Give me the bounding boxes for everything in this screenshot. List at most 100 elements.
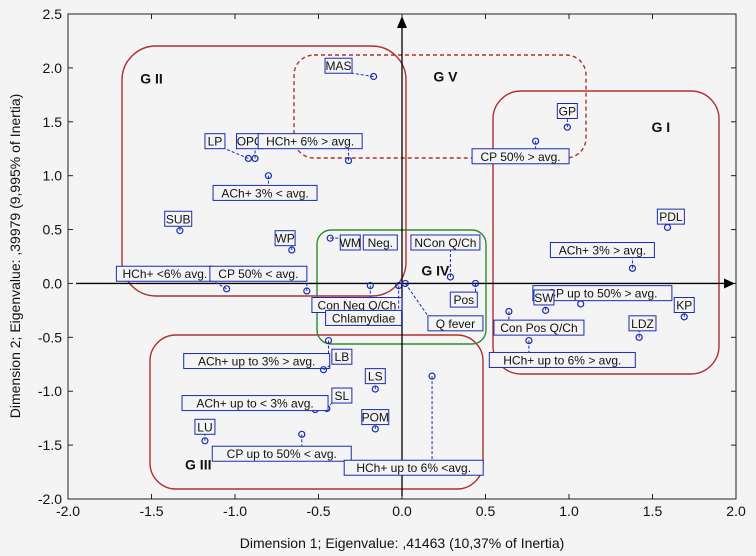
point-label-cp-50-avg: CP 50% > avg. (480, 150, 560, 164)
leader-lb (323, 363, 333, 371)
leader-lp (224, 148, 249, 159)
label-box-cp-up-to-50-avg (532, 285, 673, 302)
label-box-chlamydiae (325, 309, 403, 326)
label-box-lb (331, 348, 353, 365)
point-lu (201, 437, 209, 445)
point-kp (680, 313, 688, 321)
point-lp (244, 154, 252, 163)
point-wm (326, 234, 334, 242)
group-outline-g-iii (149, 334, 484, 490)
point-label-sw: SW (534, 291, 554, 305)
point-label-cp-up-to-50-avg: CP up to 50% < avg. (227, 447, 337, 461)
point-hch-6-avg (344, 156, 353, 165)
x-tick-label: -1.5 (139, 503, 163, 519)
point-label-hch-up-to-6-avg: HCh+ up to 6% <avg. (356, 461, 471, 475)
x-tick-label: -1.0 (223, 503, 247, 519)
point-ls (371, 385, 379, 393)
point-label-sl: SL (335, 389, 350, 403)
point-label-con-neg-q-ch: Con Neg Q/Ch (318, 299, 397, 313)
data-points: MAS GP CP 50% > avg. LP OPO HCh+ 6% > avg. ACh… (115, 57, 695, 476)
point-label-wm: WM (340, 236, 361, 250)
point-con-neg-q-ch (366, 282, 374, 290)
point-ach-3-avg (628, 264, 637, 272)
y-tick-label: -2.0 (38, 491, 62, 507)
label-box-ach-3-avg (549, 242, 655, 259)
label-box-kp (673, 297, 695, 313)
label-box-ach-3-avg (212, 184, 318, 201)
horizontal-axis-arrow (724, 278, 735, 289)
leader-hch-6-avg (213, 280, 227, 290)
point-con-pos-q-ch (505, 307, 513, 316)
point-opo (251, 154, 259, 163)
group-label-g-i: G I (652, 119, 671, 135)
point-label-hch-6-avg: HCh+ <6% avg. (123, 267, 208, 281)
point-label-gp: GP (559, 105, 576, 119)
label-box-pdl (656, 208, 685, 225)
axes: Dimension 1; Eigenvalue: ,41463 (10,37% … (7, 13, 737, 551)
point-label-pos: Pos (453, 293, 474, 307)
point-label-wp: WP (275, 232, 294, 246)
x-tick-label: -2.0 (56, 503, 80, 519)
label-box-mas (324, 57, 353, 74)
x-tick-label: 1.5 (643, 503, 663, 519)
label-box-q-fever (427, 315, 484, 332)
label-box-wm (339, 234, 361, 251)
point-sub (176, 227, 184, 235)
point-ach-3-avg (264, 172, 272, 180)
point-sw (542, 306, 550, 314)
point-cp-50-avg (531, 137, 540, 145)
y-tick-label: -0.5 (38, 329, 62, 345)
x-tick-label: 0.0 (392, 503, 412, 519)
point-label-lu: LU (197, 420, 212, 434)
label-box-cp-up-to-50-avg (211, 445, 352, 462)
point-q-fever (401, 279, 409, 288)
label-box-cp-50-avg (209, 265, 308, 282)
point-label-hch-6-avg: HCh+ 6% > avg. (266, 135, 354, 149)
vertical-axis-arrow (397, 16, 407, 28)
group-outline-g-v (293, 54, 587, 159)
label-box-wp (274, 230, 296, 247)
leader-mas (351, 72, 374, 78)
label-box-hch-up-to-6-avg (343, 459, 484, 476)
point-label-cp-up-to-50-avg: CP up to 50% > avg. (547, 287, 657, 301)
point-ach-up-to-3-avg (324, 336, 333, 345)
y-tick-label: 0.0 (43, 275, 63, 291)
label-box-sub (164, 210, 193, 227)
point-label-ncon-q-ch: NCon Q/Ch (414, 236, 476, 250)
label-box-ncon-q-ch (410, 234, 481, 251)
label-box-ach-up-to-3-avg (183, 353, 331, 370)
point-hch-up-to-6-avg (428, 372, 436, 380)
y-tick-label: 2.0 (43, 60, 63, 76)
point-mas (370, 72, 378, 81)
point-label-pdl: PDL (659, 210, 683, 224)
point-wp (288, 246, 296, 254)
label-box-lu (194, 418, 216, 435)
point-ldz (635, 333, 643, 341)
point-label-lb: LB (335, 350, 350, 364)
axis-ticks: -2.0 -1.5 -1.0 -0.5 0.0 0.5 1.0 1.5 2.0 -2.0 -1.5 -… (38, 6, 746, 519)
y-tick-label: 1.0 (43, 168, 63, 184)
point-cp-up-to-50-avg (577, 300, 585, 308)
group-label-g-v: G V (433, 69, 458, 85)
label-box-ach-up-to-3-avg (181, 395, 329, 412)
point-label-opo: OPO (237, 135, 264, 149)
leader-q-fever (404, 283, 429, 317)
point-label-ach-up-to-3-avg: ACh+ up to 3% > avg. (198, 355, 315, 369)
point-pos (471, 279, 480, 288)
y-tick-label: -1.0 (38, 383, 62, 399)
label-box-pom (361, 409, 390, 426)
point-ncon-q-ch (446, 273, 455, 281)
group-label-g-iv: G IV (421, 263, 450, 279)
point-label-sub: SUB (166, 212, 191, 226)
label-box-gp (556, 103, 578, 119)
group-label-g-ii: G II (140, 71, 163, 87)
y-tick-label: 1.5 (43, 114, 63, 130)
point-label-ach-3-avg: ACh+ 3% < avg. (221, 186, 308, 200)
point-label-con-pos-q-ch: Con Pos Q/Ch (500, 321, 577, 335)
label-box-ldz (628, 315, 657, 332)
point-label-lp: LP (208, 135, 223, 149)
label-box-ls (364, 368, 386, 385)
point-label-pom: POM (362, 411, 389, 425)
point-cp-50-avg (303, 287, 311, 295)
